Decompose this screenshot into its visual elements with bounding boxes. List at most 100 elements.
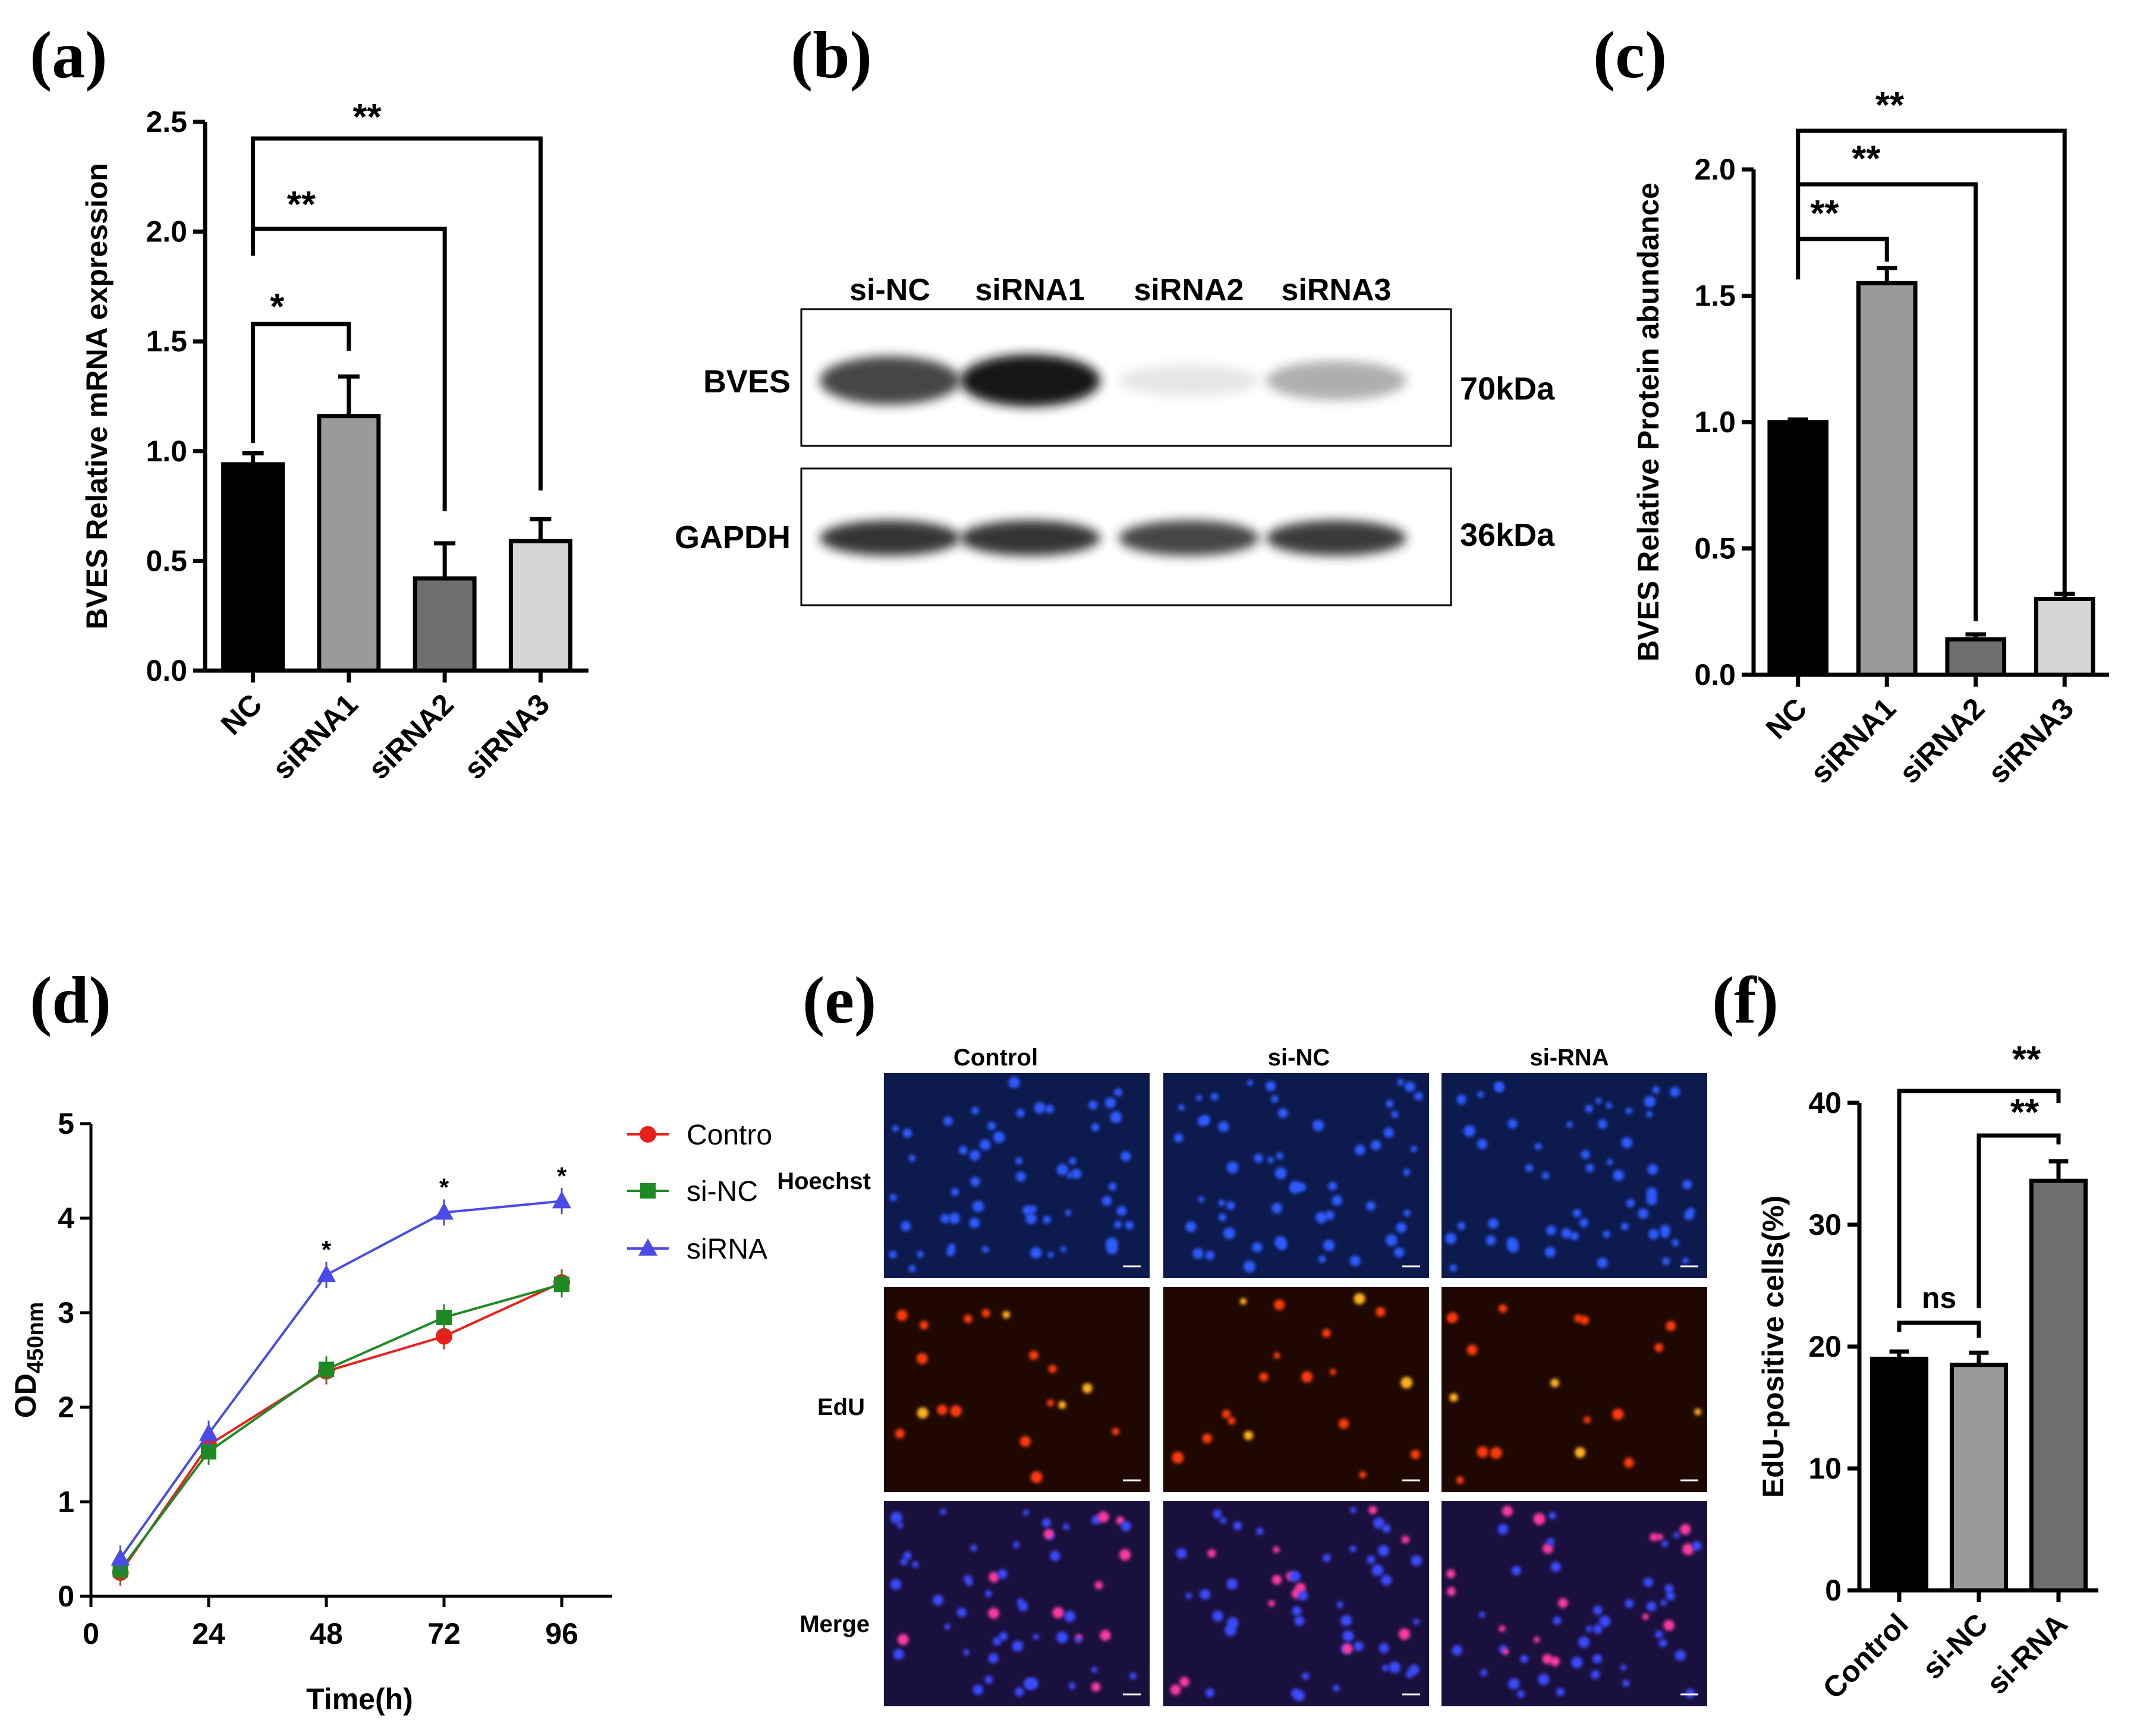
cell-nucleus: [1029, 1205, 1037, 1213]
cell-nucleus: [1599, 1615, 1611, 1627]
cell-nucleus: [1449, 1393, 1458, 1402]
panel-label-b: (b): [791, 18, 872, 92]
cell-nucleus: [984, 1675, 993, 1684]
micro-column-label: si-RNA: [1529, 1045, 1609, 1071]
cell-nucleus: [1340, 1615, 1352, 1627]
cell-nucleus: [1664, 1584, 1674, 1593]
cell-nucleus: [1512, 1565, 1521, 1575]
cell-nucleus: [1271, 1203, 1283, 1214]
cell-nucleus: [1585, 1625, 1592, 1633]
cell-nucleus: [1381, 1574, 1392, 1586]
cell-nucleus: [1034, 1102, 1046, 1114]
micro-row-label: Merge: [800, 1611, 870, 1637]
blot-band: [1119, 364, 1259, 397]
cell-nucleus: [1292, 1606, 1302, 1616]
cell-nucleus: [1233, 1521, 1242, 1530]
cell-nucleus: [1646, 1194, 1657, 1205]
cell-nucleus: [1116, 1206, 1127, 1216]
cell-nucleus: [1585, 1104, 1593, 1113]
cell-nucleus: [1646, 1111, 1653, 1118]
cell-nucleus: [1544, 1247, 1556, 1258]
edu-microscopy-grid: Control si-NC si-RNA Hoechst EdU Merge: [777, 1045, 1707, 1706]
cell-nucleus: [1109, 1183, 1117, 1191]
cell-nucleus: [1198, 1196, 1204, 1203]
significance-bracket: [251, 227, 447, 511]
cell-nucleus: [1174, 1133, 1184, 1143]
cell-nucleus: [1538, 1674, 1550, 1685]
cell-nucleus: [1411, 1146, 1418, 1153]
cell-nucleus: [1546, 1225, 1556, 1235]
x-tick-label: siRNA3: [458, 687, 556, 785]
x-tick-label: NC: [1760, 691, 1814, 746]
cell-nucleus: [1403, 1209, 1411, 1217]
cell-nucleus: [964, 1314, 972, 1323]
blot-lane-label: siRNA1: [975, 273, 1085, 307]
y-tick-label: 2.0: [1694, 153, 1736, 186]
cell-nucleus: [987, 1121, 996, 1130]
x-tick-label: NC: [215, 687, 269, 741]
data-point: [317, 1265, 336, 1282]
micro-column-label: si-NC: [1268, 1045, 1330, 1071]
cell-nucleus: [1192, 1248, 1204, 1259]
y-tick-label: 1: [58, 1485, 74, 1518]
blot-band: [820, 356, 960, 405]
cell-nucleus: [1662, 1257, 1670, 1265]
cell-nucleus: [1401, 1536, 1409, 1544]
cell-nucleus: [889, 1194, 897, 1202]
cell-nucleus: [1655, 1630, 1663, 1638]
cell-nucleus: [981, 1309, 990, 1317]
cell-nucleus: [1354, 1641, 1364, 1652]
cell-nucleus: [1252, 1242, 1263, 1253]
cell-nucleus: [1570, 1232, 1579, 1241]
cell-nucleus: [916, 1353, 928, 1364]
cell-nucleus: [1359, 1471, 1367, 1479]
y-tick-label: 4: [58, 1202, 74, 1235]
cell-nucleus: [943, 1116, 953, 1126]
significance-bracket: [251, 322, 351, 443]
cell-nucleus: [1447, 1587, 1456, 1596]
panel-label-c: (c): [1593, 18, 1667, 92]
cell-nucleus: [1218, 1121, 1229, 1133]
y-tick-label: 1.5: [1694, 279, 1736, 313]
cell-nucleus: [1403, 1168, 1411, 1176]
cell-nucleus: [933, 1595, 943, 1606]
y-tick-label: 5: [58, 1107, 74, 1140]
data-point: [552, 1191, 571, 1209]
cell-nucleus: [1507, 1241, 1519, 1253]
cell-nucleus: [985, 1590, 992, 1597]
cell-nucleus: [988, 1608, 999, 1619]
cell-nucleus: [1043, 1529, 1054, 1539]
cell-nucleus: [1119, 1549, 1131, 1561]
cell-nucleus: [1558, 1598, 1568, 1608]
cell-nucleus: [1125, 1221, 1134, 1230]
significance-bracket: [1976, 1133, 2061, 1308]
bar-nc: [1767, 420, 1829, 677]
cell-nucleus: [1381, 1664, 1389, 1672]
cell-nucleus: [1129, 1672, 1137, 1680]
cell-nucleus: [1485, 1235, 1496, 1246]
y-tick-label: 1.0: [146, 435, 187, 468]
cell-nucleus: [1622, 1680, 1630, 1687]
cell-nucleus: [1267, 1156, 1274, 1163]
legend-label: siRNA: [687, 1234, 767, 1265]
micro-tile: [1441, 1501, 1707, 1706]
cell-nucleus: [1477, 1091, 1484, 1098]
cell-nucleus: [900, 1558, 908, 1566]
data-point: [554, 1276, 569, 1292]
cell-nucleus: [1541, 1172, 1550, 1180]
cell-nucleus: [1342, 1630, 1354, 1642]
blot-band: [1119, 520, 1259, 556]
series-line-sirna: [119, 1200, 562, 1559]
cell-nucleus: [1449, 1264, 1457, 1272]
cell-nucleus: [1685, 1688, 1695, 1699]
cell-nucleus: [1579, 1218, 1589, 1228]
cell-nucleus: [940, 1214, 950, 1224]
cell-nucleus: [919, 1320, 929, 1330]
cell-nucleus: [1220, 1517, 1227, 1524]
cell-nucleus: [1658, 1638, 1667, 1647]
cell-nucleus: [1266, 1081, 1276, 1092]
cell-nucleus: [1019, 1436, 1031, 1447]
cell-nucleus: [993, 1637, 1002, 1646]
blot-band: [820, 520, 960, 556]
significance-label: **: [2012, 1039, 2041, 1080]
